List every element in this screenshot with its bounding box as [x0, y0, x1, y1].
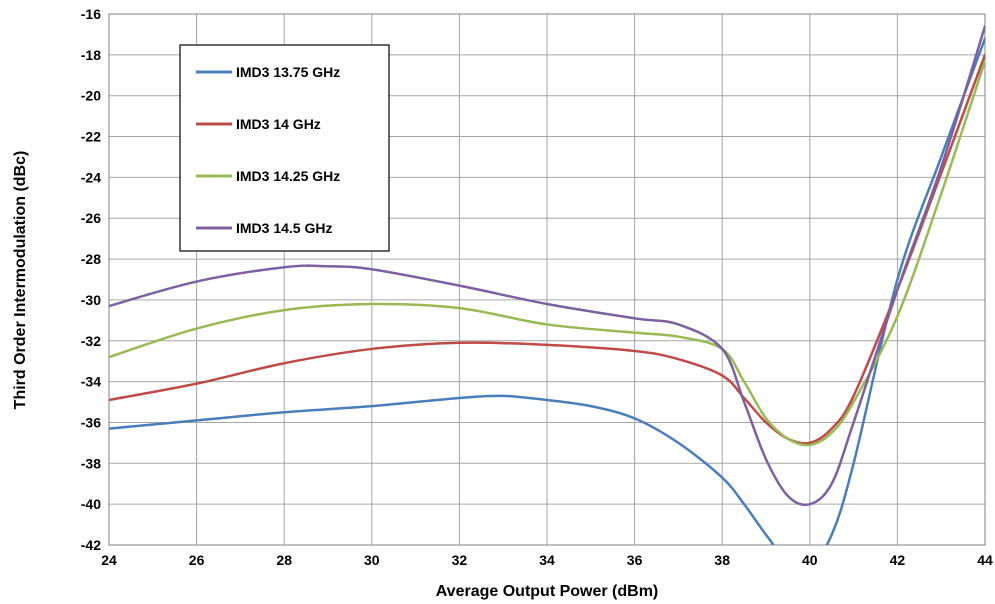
x-tick-label: 24 — [101, 552, 117, 568]
plot-border — [108, 13, 986, 546]
y-tick-label: -38 — [81, 455, 101, 471]
legend-label-2: IMD3 14 GHz — [236, 116, 321, 132]
x-tick-label: 36 — [627, 552, 643, 568]
y-tick-label: -20 — [81, 88, 101, 104]
x-axis-title: Average Output Power (dBm) — [436, 583, 659, 600]
y-tick-label: -22 — [81, 129, 101, 145]
series-line-1 — [109, 37, 985, 545]
x-axis-ticks: 24 26 28 30 32 34 36 38 40 42 44 — [101, 552, 993, 568]
y-tick-label: -34 — [81, 374, 101, 390]
x-tick-label: 42 — [890, 552, 906, 568]
y-tick-label: -40 — [81, 496, 101, 512]
legend: IMD3 13.75 GHz IMD3 14 GHz IMD3 14.25 GHz I… — [179, 44, 390, 252]
legend-label-1: IMD3 13.75 GHz — [236, 64, 340, 80]
y-tick-label: -18 — [81, 47, 101, 63]
legend-label-4: IMD3 14.5 GHz — [236, 220, 332, 236]
x-tick-label: 30 — [364, 552, 380, 568]
x-tick-label: 34 — [539, 552, 555, 568]
y-tick-label: -36 — [81, 414, 101, 430]
legend-label-3: IMD3 14.25 GHz — [236, 168, 340, 184]
y-tick-label: -26 — [81, 210, 101, 226]
series-line-4 — [109, 25, 985, 507]
legend-box — [179, 44, 390, 252]
y-tick-label: -42 — [81, 537, 101, 553]
x-tick-label: 26 — [189, 552, 205, 568]
x-tick-label: 38 — [714, 552, 730, 568]
y-tick-label: -24 — [81, 169, 101, 185]
x-tick-label: 44 — [977, 552, 993, 568]
x-tick-label: 32 — [452, 552, 468, 568]
x-tick-label: 40 — [802, 552, 818, 568]
y-tick-label: -16 — [81, 6, 101, 22]
series-group — [109, 25, 985, 545]
series-line-2 — [109, 53, 985, 445]
x-tick-label: 28 — [276, 552, 292, 568]
y-axis-ticks: -16 -18 -20 -22 -24 -26 -28 -30 -32 -34 -36 -38 -40 -… — [81, 6, 101, 553]
y-tick-label: -28 — [81, 251, 101, 267]
series-line-3 — [109, 59, 985, 447]
legend-items: IMD3 13.75 GHz IMD3 14 GHz IMD3 14.25 GHz I… — [196, 64, 340, 236]
y-tick-label: -32 — [81, 333, 101, 349]
y-axis-title: Third Order Intermodulation (dBc) — [12, 151, 29, 410]
y-tick-label: -30 — [81, 292, 101, 308]
